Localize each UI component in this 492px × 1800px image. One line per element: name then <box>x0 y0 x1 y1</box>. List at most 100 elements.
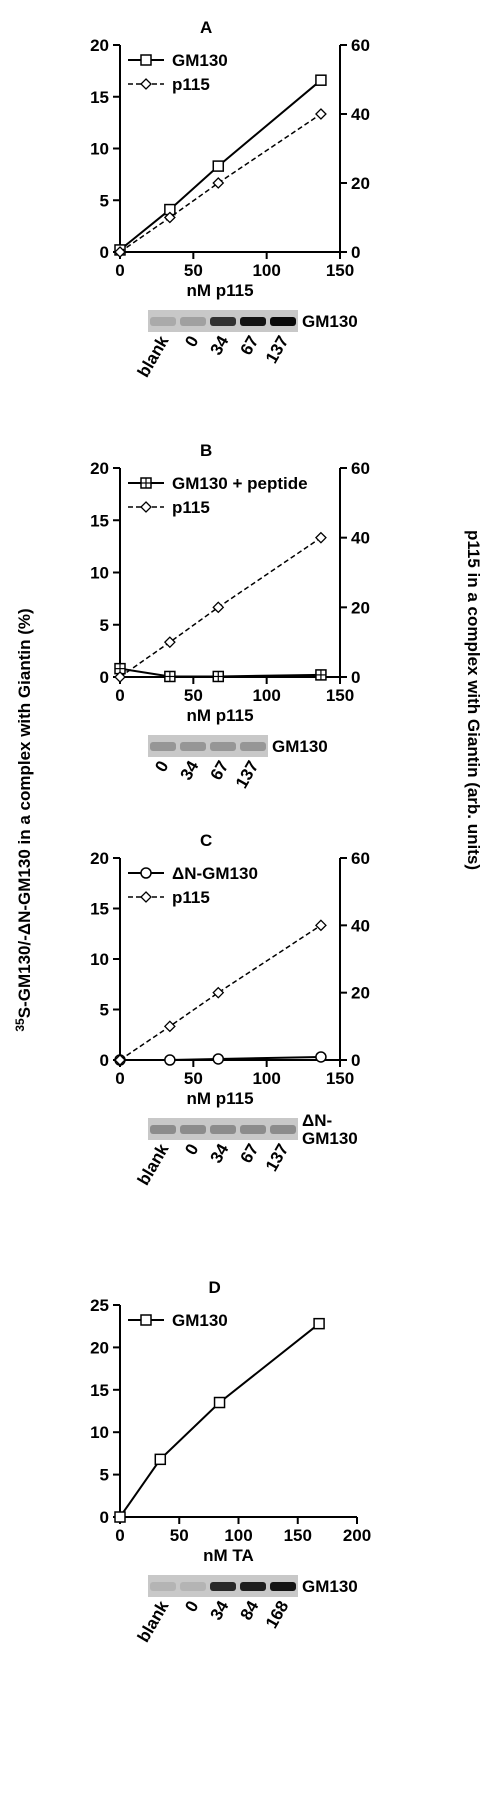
marker <box>212 986 225 999</box>
lane-label: 137 <box>262 333 293 367</box>
gel-band <box>270 1582 296 1591</box>
x-axis-label: nM TA <box>203 1546 254 1565</box>
gel-band <box>240 317 266 326</box>
gel-band <box>150 1125 176 1134</box>
y-tick-label: 20 <box>90 459 109 478</box>
gel-band <box>180 1582 206 1591</box>
x-tick-label: 200 <box>343 1526 371 1545</box>
lane-label: 0 <box>181 1598 202 1616</box>
marker <box>313 1317 325 1330</box>
series-line <box>119 924 322 1061</box>
gel-band <box>240 742 266 751</box>
y-tick-label: 0 <box>100 1508 109 1527</box>
lane-label: 137 <box>232 758 263 792</box>
lane-label: 137 <box>262 1141 293 1175</box>
y-tick-label: 5 <box>100 1001 109 1020</box>
x-tick-label: 100 <box>252 1069 280 1088</box>
series-line <box>120 1055 321 1061</box>
y-tick-label: 15 <box>90 88 109 107</box>
lane-label: 34 <box>207 1597 233 1623</box>
lane-label: 168 <box>262 1598 293 1632</box>
legend-label: p115 <box>172 498 210 517</box>
y2-tick-label: 20 <box>351 598 370 617</box>
gel-band <box>270 317 296 326</box>
legend-marker <box>140 54 152 66</box>
legend-label: p115 <box>172 888 210 907</box>
lane-label: 34 <box>177 757 203 783</box>
marker <box>114 1511 126 1523</box>
legend-label: GM130 <box>172 51 228 70</box>
gel-band <box>240 1582 266 1591</box>
marker <box>315 531 327 544</box>
y2-tick-label: 20 <box>351 984 370 1003</box>
marker <box>212 160 225 172</box>
y-tick-label: 15 <box>90 1381 109 1400</box>
gel-band <box>150 1582 176 1591</box>
marker <box>212 601 225 614</box>
legend-marker <box>140 867 152 879</box>
y-tick-label: 10 <box>90 140 109 159</box>
x-tick-label: 150 <box>326 686 354 705</box>
gel-label: GM130 <box>302 1129 358 1148</box>
y2-tick-label: 60 <box>351 459 370 478</box>
marker <box>315 919 327 932</box>
gel-label: GM130 <box>302 312 358 331</box>
gel-band <box>180 1125 206 1134</box>
lane-label: 0 <box>181 333 202 351</box>
x-tick-label: 50 <box>184 1069 203 1088</box>
marker <box>114 246 126 258</box>
y-left-superscript: 35 <box>13 1018 27 1032</box>
y2-tick-label: 40 <box>351 105 370 124</box>
lane-label: 67 <box>237 333 263 359</box>
legend-label: p115 <box>172 75 210 94</box>
x-tick-label: 150 <box>326 261 354 280</box>
y-tick-label: 10 <box>90 950 109 969</box>
series-line <box>119 79 322 251</box>
x-tick-label: 50 <box>184 686 203 705</box>
lane-label: blank <box>134 332 173 380</box>
x-tick-label: 150 <box>326 1069 354 1088</box>
y2-tick-label: 40 <box>351 916 370 935</box>
gel-band <box>210 1125 236 1134</box>
gel-band <box>180 317 206 326</box>
x-tick-label: 100 <box>252 261 280 280</box>
marker <box>315 1051 327 1063</box>
legend-label: ΔN-GM130 <box>172 864 258 883</box>
gel-band <box>150 317 176 326</box>
gel-band <box>240 1125 266 1134</box>
x-tick-label: 0 <box>115 1526 124 1545</box>
marker <box>212 177 225 189</box>
lane-label: 34 <box>207 332 233 358</box>
marker <box>315 74 327 86</box>
series-line <box>119 667 321 678</box>
x-axis-label: nM p115 <box>186 706 253 725</box>
lane-label: 84 <box>237 1597 263 1623</box>
marker <box>213 1396 226 1409</box>
y-tick-label: 20 <box>90 36 109 55</box>
legend-marker <box>140 1314 152 1326</box>
marker <box>163 211 176 224</box>
y2-tick-label: 0 <box>351 243 360 262</box>
x-tick-label: 100 <box>224 1526 252 1545</box>
y2-tick-label: 60 <box>351 849 370 868</box>
lane-label: 0 <box>151 758 172 776</box>
marker <box>114 1054 126 1066</box>
panel-letter: D <box>209 1278 221 1297</box>
y-left-text: S-GM130/-ΔN-GM130 in a complex with Gian… <box>15 608 34 1018</box>
y-tick-label: 10 <box>90 564 109 583</box>
y-tick-label: 0 <box>100 243 109 262</box>
lane-label: 34 <box>207 1140 233 1166</box>
y-tick-label: 10 <box>90 1423 109 1442</box>
panel-letter: A <box>200 18 212 37</box>
x-tick-label: 50 <box>170 1526 189 1545</box>
legend-label: GM130 + peptide <box>172 474 308 493</box>
gel-label: GM130 <box>302 1577 358 1596</box>
marker <box>114 671 126 683</box>
gel-band <box>210 742 236 751</box>
lane-label: 67 <box>237 1141 263 1167</box>
y2-tick-label: 40 <box>351 529 370 548</box>
y2-tick-label: 60 <box>351 36 370 55</box>
panel-letter: B <box>200 441 212 460</box>
x-tick-label: 0 <box>115 261 124 280</box>
